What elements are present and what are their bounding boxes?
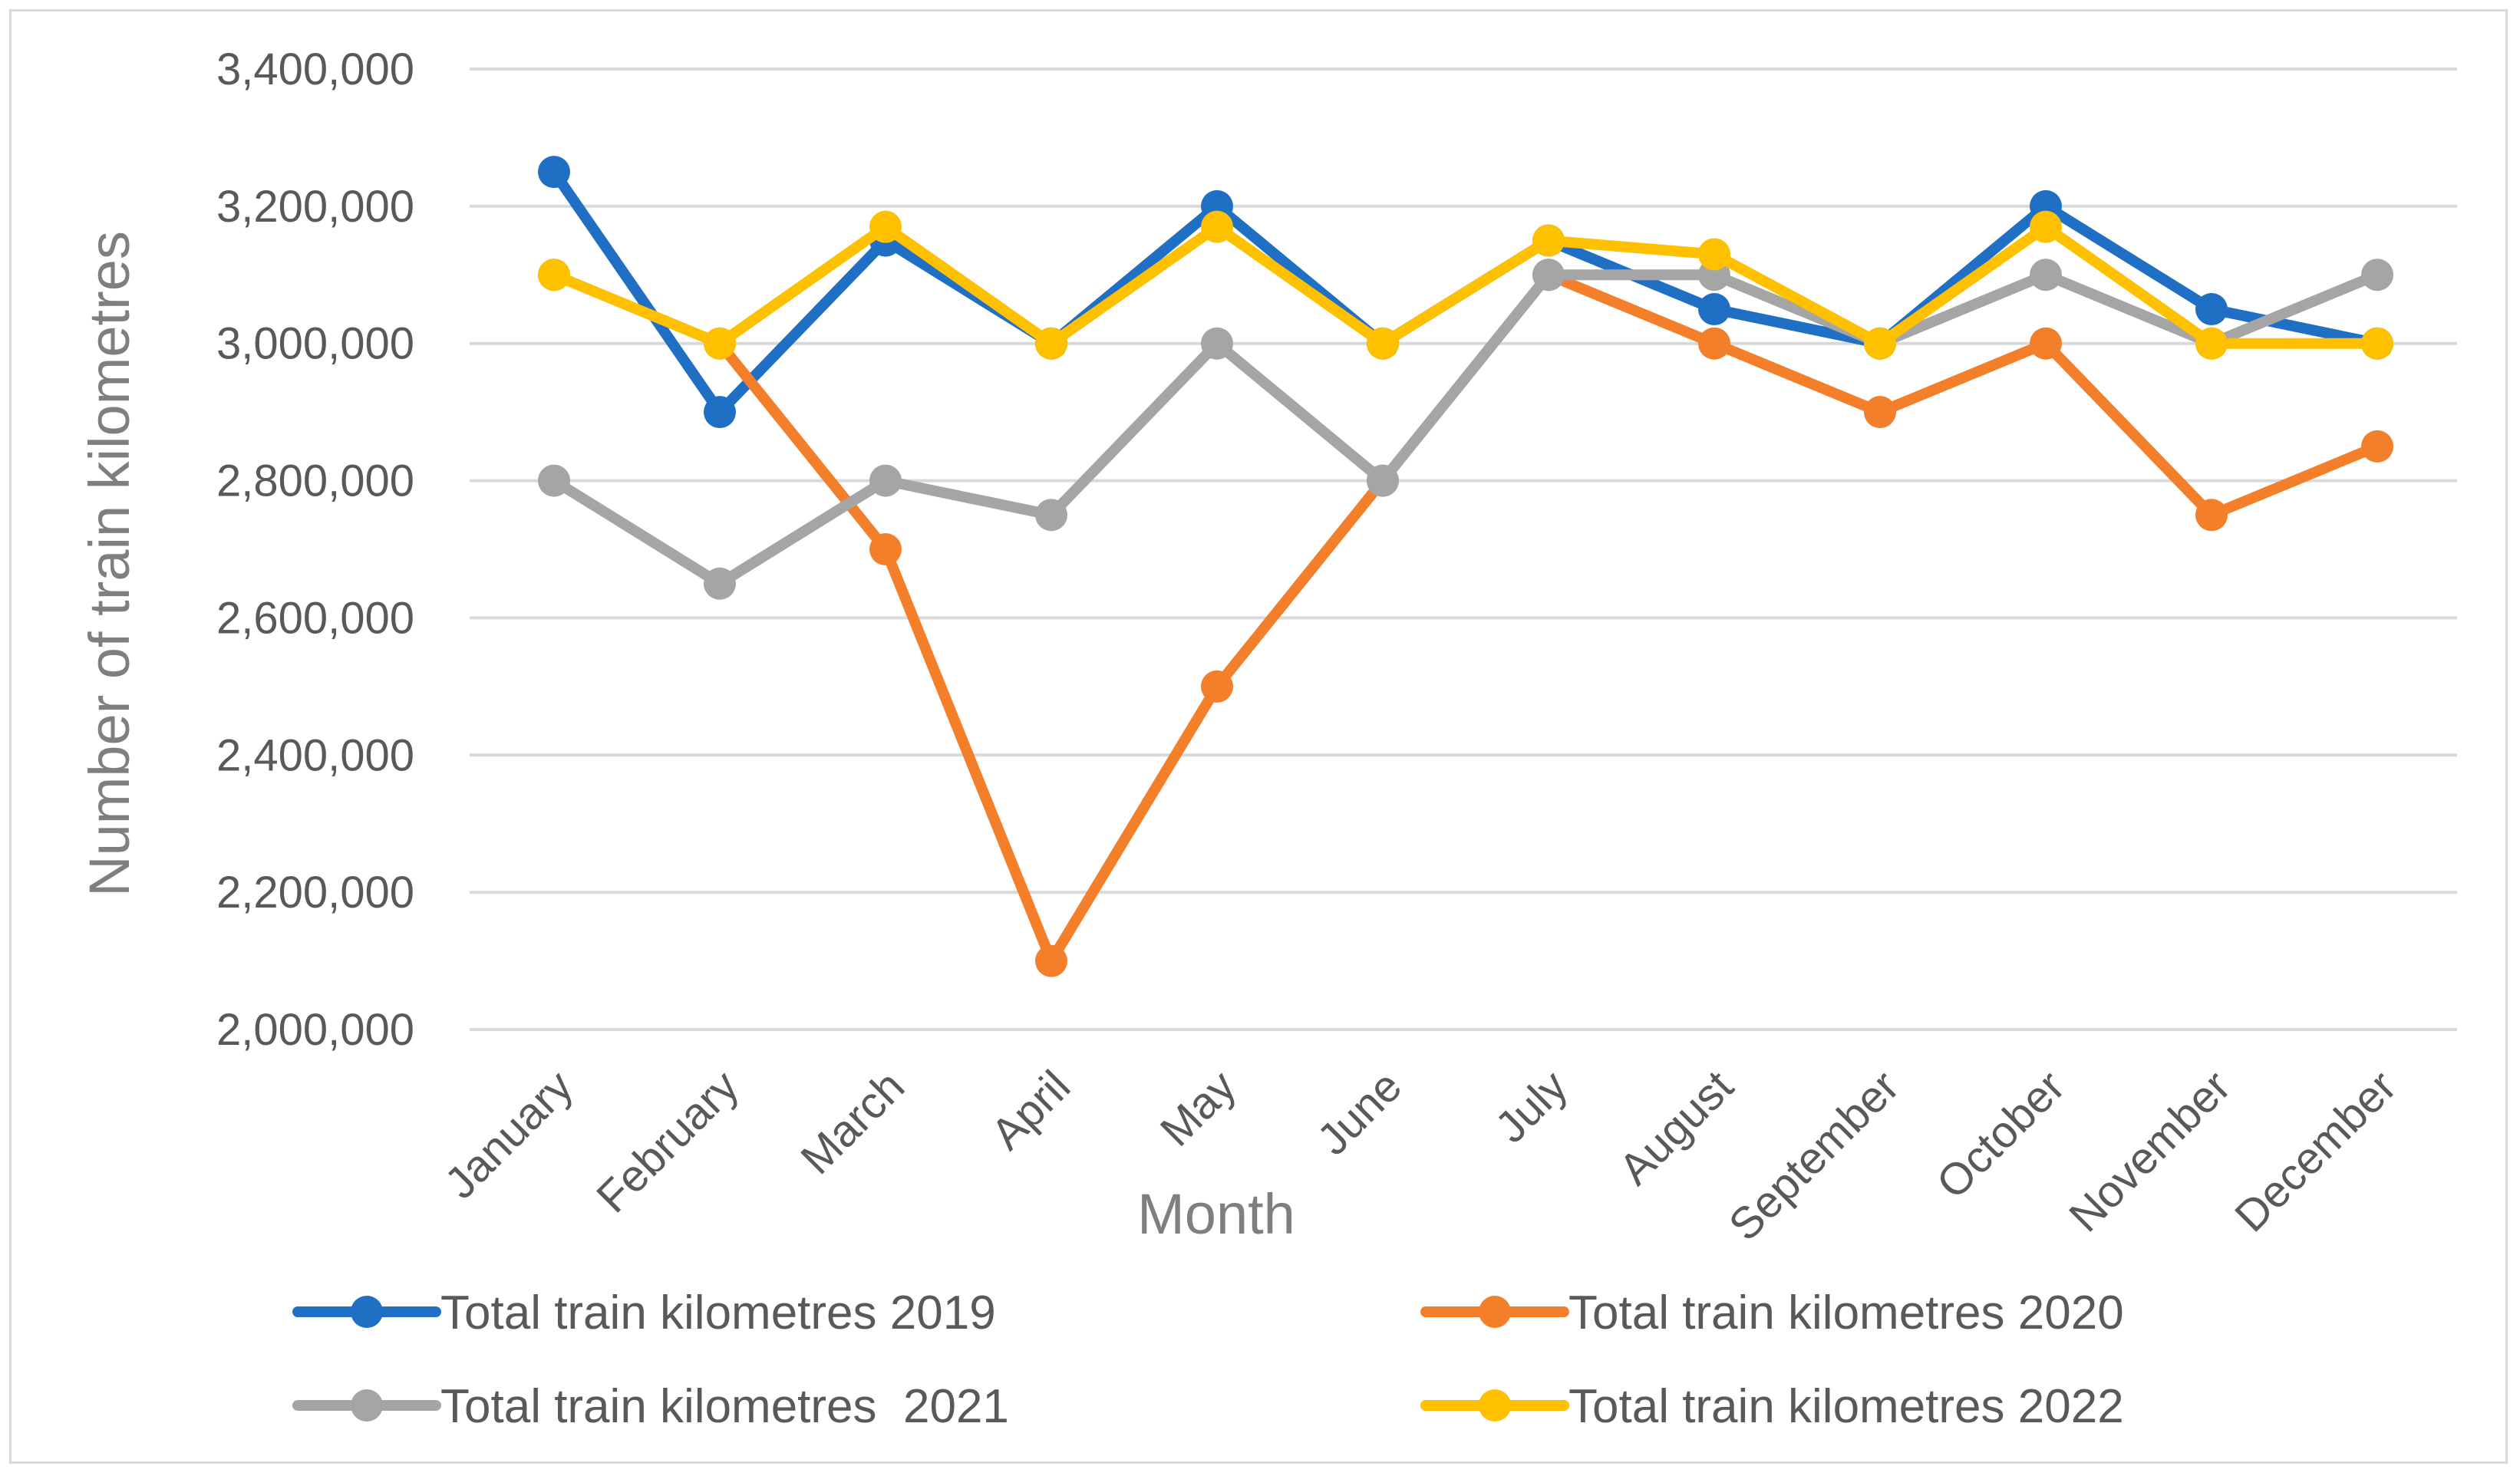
- data-point: [1201, 670, 1233, 703]
- legend-item[interactable]: Total train kilometres 2019: [292, 1287, 996, 1339]
- legend-item[interactable]: Total train kilometres 2021: [292, 1380, 1009, 1433]
- x-tick-label: December: [2225, 1061, 2406, 1241]
- data-point: [2361, 259, 2393, 292]
- legend: Total train kilometres 2019 Total train k…: [292, 1287, 2124, 1433]
- series-lines: [538, 156, 2393, 977]
- data-point: [538, 259, 570, 292]
- legend-marker: [1479, 1389, 1511, 1422]
- data-point: [2195, 499, 2228, 532]
- legend-label: Total train kilometres 2022: [1568, 1380, 2124, 1433]
- legend-marker: [351, 1389, 383, 1422]
- data-point: [704, 396, 736, 429]
- data-point: [2361, 327, 2393, 360]
- x-tick-label: June: [1308, 1061, 1411, 1165]
- data-point: [538, 464, 570, 497]
- y-tick-label: 3,200,000: [216, 182, 414, 232]
- series-line: [549, 269, 2383, 589]
- data-point: [1698, 238, 1730, 271]
- data-point: [2030, 327, 2062, 360]
- x-tick-label: March: [791, 1061, 914, 1184]
- data-point: [1698, 293, 1730, 325]
- data-point: [1035, 499, 1067, 532]
- y-tick-label: 2,200,000: [216, 868, 414, 918]
- x-tick-label: July: [1486, 1061, 1577, 1152]
- data-point: [2030, 259, 2062, 292]
- data-point: [2195, 293, 2228, 325]
- data-point: [1035, 327, 1067, 360]
- legend-marker: [351, 1296, 383, 1328]
- legend-item[interactable]: Total train kilometres 2022: [1420, 1380, 2124, 1433]
- y-tick-label: 2,000,000: [216, 1005, 414, 1055]
- data-point: [869, 210, 902, 243]
- legend-label: Total train kilometres 2020: [1568, 1287, 2124, 1339]
- data-point: [2195, 327, 2228, 360]
- data-point: [1035, 944, 1067, 977]
- x-tick-label: October: [1927, 1061, 2074, 1208]
- data-point: [1201, 210, 1233, 243]
- y-tick-label: 2,600,000: [216, 593, 414, 643]
- data-point: [1864, 327, 1896, 360]
- data-point: [538, 156, 570, 189]
- data-point: [1698, 327, 1730, 360]
- data-point: [869, 533, 902, 565]
- data-point: [1201, 327, 1233, 360]
- x-axis-ticks: January February March April May June July Augu…: [435, 1061, 2406, 1250]
- y-tick-label: 2,400,000: [216, 730, 414, 780]
- gridlines: [470, 68, 2457, 1031]
- y-axis-ticks: 2,000,000 2,200,000 2,400,000 2,600,000 2,80…: [216, 44, 414, 1055]
- x-tick-label: September: [1720, 1061, 1909, 1250]
- x-tick-label: February: [587, 1061, 748, 1222]
- data-point: [1532, 224, 1565, 257]
- x-tick-label: November: [2060, 1061, 2240, 1241]
- y-tick-label: 2,800,000: [216, 456, 414, 506]
- data-point: [704, 327, 736, 360]
- data-point: [2030, 210, 2062, 243]
- series-4: [538, 210, 2393, 360]
- x-tick-label: August: [1610, 1061, 1743, 1194]
- data-point: [704, 567, 736, 600]
- legend-label: Total train kilometres 2021: [440, 1380, 1009, 1433]
- x-tick-label: January: [435, 1061, 582, 1208]
- legend-marker: [1479, 1296, 1511, 1328]
- data-point: [1367, 464, 1399, 497]
- y-tick-label: 3,400,000: [216, 44, 414, 94]
- data-point: [869, 464, 902, 497]
- data-point: [1367, 327, 1399, 360]
- legend-label: Total train kilometres 2019: [440, 1287, 996, 1339]
- y-tick-label: 3,000,000: [216, 319, 414, 369]
- data-point: [1864, 396, 1896, 429]
- x-axis-title: Month: [1137, 1182, 1295, 1246]
- data-point: [1532, 259, 1565, 292]
- data-point: [2361, 430, 2393, 463]
- series-line: [549, 221, 2383, 349]
- x-tick-label: April: [981, 1061, 1080, 1159]
- x-tick-label: May: [1151, 1061, 1245, 1155]
- legend-item[interactable]: Total train kilometres 2020: [1420, 1287, 2124, 1339]
- y-axis-title: Number of train kilometres: [78, 231, 141, 897]
